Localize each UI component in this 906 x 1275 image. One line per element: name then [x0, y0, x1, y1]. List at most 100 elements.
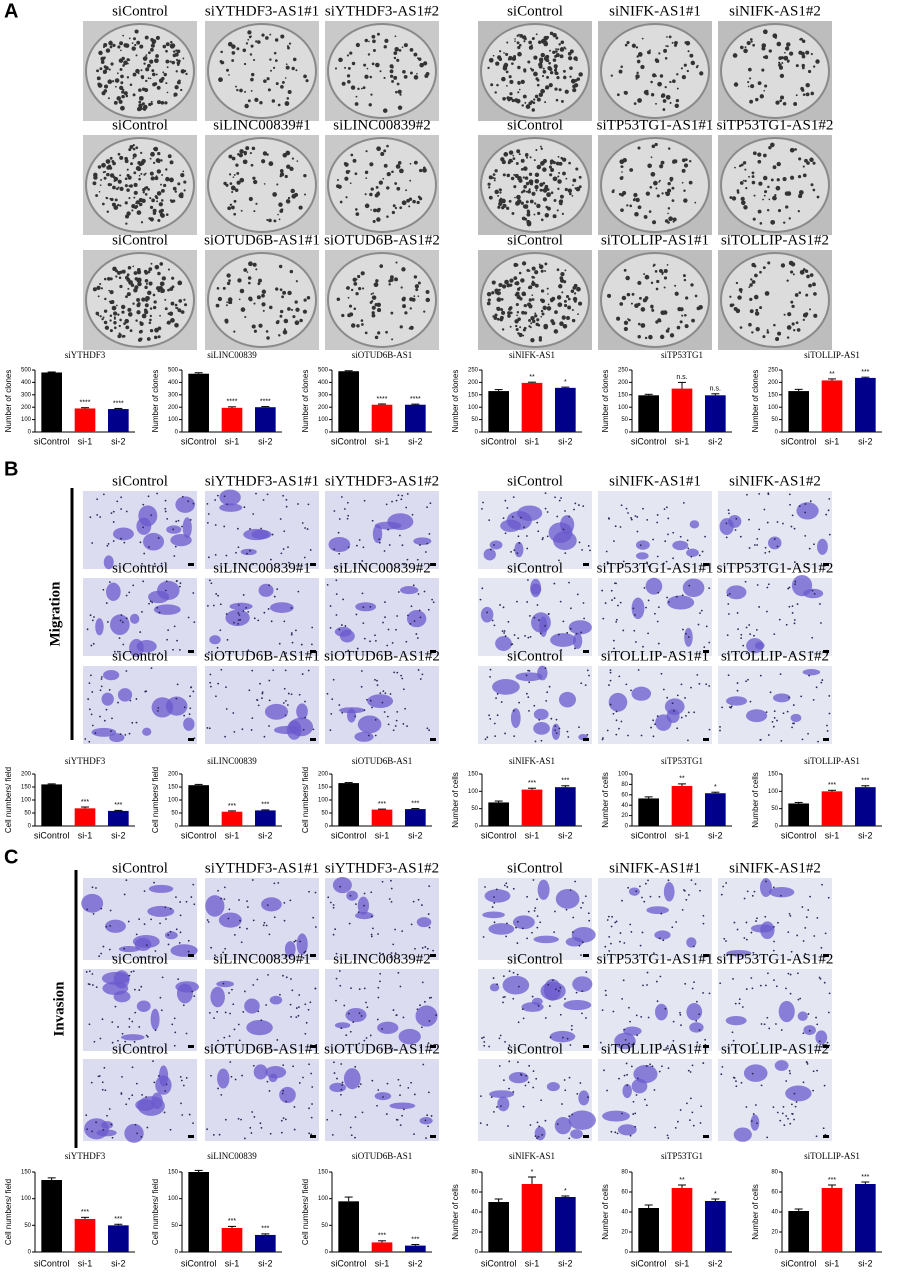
colony: [560, 99, 564, 103]
significance: ***: [114, 1216, 122, 1223]
colony: [376, 217, 381, 222]
pore: [338, 518, 341, 520]
colony: [644, 296, 649, 300]
colony: [140, 75, 145, 79]
pore: [407, 614, 409, 617]
colony: [103, 277, 107, 281]
colony: [745, 187, 748, 190]
colony: [363, 63, 367, 67]
colony: [287, 307, 291, 311]
colony: [355, 212, 360, 216]
y-tick-label: 0: [475, 430, 479, 436]
pore: [727, 674, 730, 677]
colony: [750, 84, 755, 89]
photo: [598, 878, 712, 960]
bar: [521, 382, 543, 432]
y-tick-label: 50: [771, 417, 778, 423]
colony: [544, 101, 547, 104]
colony: [802, 93, 806, 97]
pore: [179, 1076, 182, 1078]
colony: [376, 146, 381, 152]
pore: [245, 606, 247, 609]
colony: [131, 42, 134, 44]
colony: [815, 59, 820, 64]
colony: [236, 47, 240, 51]
pore: [153, 881, 155, 884]
pore: [163, 1111, 166, 1114]
pore: [815, 686, 818, 689]
colony: [517, 80, 521, 84]
pore: [303, 556, 306, 559]
pore: [358, 988, 361, 991]
colony: [252, 262, 257, 267]
colony: [664, 85, 667, 89]
y-tick-label: 0: [175, 1250, 179, 1256]
x-tick-label: si-1: [225, 1258, 240, 1268]
colony: [154, 59, 157, 63]
pore: [376, 1104, 378, 1107]
pore: [125, 670, 128, 672]
colony: [167, 154, 172, 159]
colony: [163, 183, 167, 188]
colony: [634, 211, 639, 217]
photo: [598, 491, 712, 569]
pore: [106, 544, 109, 547]
colony: [355, 208, 358, 211]
pore: [427, 1125, 429, 1128]
photo-bg: [718, 1059, 832, 1141]
pore: [701, 550, 704, 553]
colony: [251, 72, 255, 77]
pore: [381, 880, 384, 883]
photo: [325, 21, 439, 121]
colony: [131, 203, 136, 209]
pore: [502, 517, 505, 520]
pore: [430, 1115, 433, 1117]
pore: [664, 1007, 667, 1010]
pore: [699, 1122, 702, 1124]
pore: [120, 537, 122, 540]
colony: [523, 311, 528, 315]
colony: [535, 189, 538, 192]
colony: [550, 191, 554, 195]
pore: [702, 914, 705, 917]
colony: [123, 60, 128, 65]
colony: [647, 163, 652, 169]
pore: [556, 515, 559, 518]
pore: [142, 503, 145, 506]
pore: [691, 1064, 694, 1067]
photo: [325, 135, 439, 235]
colony: [658, 319, 662, 323]
colony: [119, 270, 123, 274]
colony: [635, 74, 640, 79]
colony: [391, 170, 394, 174]
colony: [352, 277, 357, 282]
pore: [357, 911, 360, 914]
pore: [605, 550, 608, 553]
colony: [275, 320, 280, 325]
colony: [808, 283, 812, 288]
pore: [732, 1039, 735, 1042]
colony: [550, 299, 554, 303]
colony: [763, 194, 766, 197]
colony: [557, 48, 560, 51]
colony: [240, 209, 243, 212]
colony: [153, 82, 158, 86]
colony: [774, 36, 777, 39]
pore: [207, 921, 210, 923]
scale-bar: [823, 650, 829, 653]
chart-title: siNIFK-AS1: [509, 350, 555, 360]
pore: [224, 735, 227, 738]
colony: [350, 153, 354, 157]
pore: [533, 704, 536, 707]
colony: [526, 268, 530, 272]
significance: ****: [260, 398, 271, 405]
colony: [561, 212, 564, 216]
pore: [282, 702, 285, 704]
pore: [384, 601, 386, 604]
colony: [236, 88, 239, 92]
photo: [325, 876, 439, 960]
pore: [310, 643, 313, 646]
cell-cluster: [655, 1003, 668, 1021]
colony: [184, 303, 188, 307]
pore: [635, 1014, 638, 1017]
